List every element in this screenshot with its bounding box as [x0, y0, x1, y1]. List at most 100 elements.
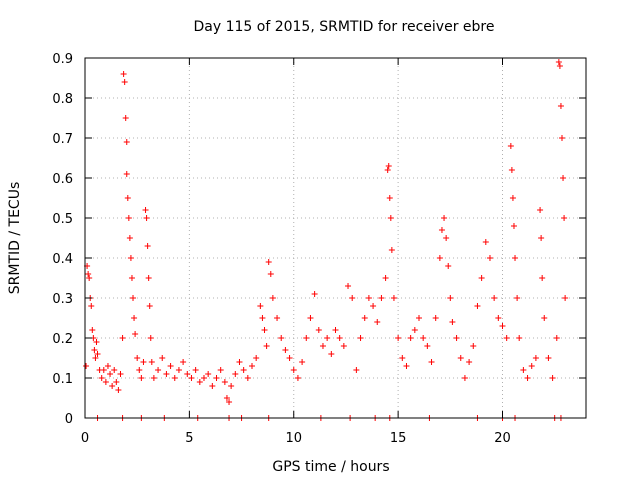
- data-point: [100, 367, 107, 373]
- data-point: [200, 375, 207, 381]
- data-point: [478, 275, 485, 281]
- data-point: [549, 375, 556, 381]
- data-point: [557, 103, 564, 109]
- data-point: [384, 167, 391, 173]
- chart-title: Day 115 of 2015, SRMTID for receiver ebr…: [194, 19, 495, 35]
- y-tick-label: 0.7: [52, 132, 73, 147]
- data-point: [232, 371, 239, 377]
- data-point: [134, 355, 141, 361]
- data-point: [290, 367, 297, 373]
- data-point: [163, 371, 170, 377]
- data-point: [184, 371, 191, 377]
- data-point: [145, 275, 152, 281]
- data-point: [267, 271, 274, 277]
- data-point: [388, 247, 395, 253]
- data-point: [353, 367, 360, 373]
- y-tick-label: 0.3: [52, 292, 73, 307]
- data-point: [374, 319, 381, 325]
- data-point: [482, 239, 489, 245]
- data-point: [123, 139, 130, 145]
- data-point: [274, 315, 281, 321]
- data-point: [278, 335, 285, 341]
- data-point: [98, 375, 105, 381]
- x-tick-labels: 0 5 10 15 20: [81, 431, 511, 446]
- y-tick-label: 0.2: [52, 332, 73, 347]
- x-axis-label: GPS time / hours: [272, 459, 389, 475]
- data-point: [124, 195, 131, 201]
- data-point: [532, 355, 539, 361]
- data-point: [249, 363, 255, 369]
- data-point: [83, 363, 90, 369]
- data-point: [94, 351, 101, 357]
- grid-lines: [85, 58, 586, 418]
- data-point: [150, 375, 157, 381]
- y-tick-label: 0: [65, 412, 73, 427]
- data-point: [123, 171, 130, 177]
- data-point: [508, 167, 515, 173]
- data-point: [121, 79, 128, 85]
- data-point: [445, 263, 452, 269]
- data-point: [562, 295, 569, 301]
- data-point: [146, 303, 153, 309]
- data-point: [125, 215, 132, 221]
- data-point: [470, 343, 477, 349]
- data-point: [556, 63, 563, 69]
- data-point: [263, 343, 270, 349]
- plot-frame: [84, 57, 587, 419]
- y-tick-label: 0.5: [52, 212, 73, 227]
- data-point: [386, 195, 393, 201]
- data-point: [545, 355, 552, 361]
- data-point: [104, 363, 111, 369]
- data-point: [196, 379, 203, 385]
- data-point: [159, 355, 166, 361]
- data-point: [236, 359, 243, 365]
- data-point: [510, 223, 517, 229]
- data-point: [217, 367, 224, 373]
- data-point: [128, 275, 135, 281]
- data-point: [486, 255, 493, 261]
- data-point: [102, 379, 109, 385]
- data-point: [180, 359, 187, 365]
- data-point: [259, 315, 266, 321]
- data-point: [390, 295, 397, 301]
- data-point: [171, 375, 178, 381]
- data-point: [303, 335, 310, 341]
- data-point: [428, 359, 435, 365]
- data-point: [499, 323, 506, 329]
- data-point: [524, 375, 531, 381]
- x-tick-label: 5: [185, 431, 193, 446]
- data-point: [474, 303, 481, 309]
- data-point: [307, 315, 314, 321]
- data-point: [403, 363, 410, 369]
- data-point: [514, 295, 521, 301]
- data-point: [340, 343, 347, 349]
- data-point: [209, 383, 216, 389]
- data-point: [148, 359, 155, 365]
- data-point: [126, 235, 133, 241]
- data-point: [345, 283, 352, 289]
- data-point: [167, 363, 174, 369]
- data-point: [453, 335, 460, 341]
- data-point: [553, 335, 560, 341]
- data-point: [244, 375, 251, 381]
- y-axis-label: SRMTID / TECUs: [7, 182, 23, 295]
- y-tick-label: 0.6: [52, 172, 73, 187]
- data-point: [399, 355, 406, 361]
- x-tick-label: 15: [390, 431, 407, 446]
- x-tick-label: 20: [494, 431, 511, 446]
- data-point: [336, 335, 343, 341]
- data-point: [561, 215, 568, 221]
- data-point: [175, 367, 182, 373]
- data-point: [111, 367, 118, 373]
- y-tick-label: 0.9: [52, 52, 73, 67]
- data-point: [503, 335, 510, 341]
- data-point: [461, 375, 468, 381]
- data-point: [365, 295, 372, 301]
- data-point: [520, 367, 527, 373]
- data-point: [253, 355, 260, 361]
- data-point: [541, 315, 548, 321]
- data-point: [411, 327, 418, 333]
- data-point: [91, 347, 98, 353]
- data-point: [107, 371, 114, 377]
- data-point: [449, 319, 456, 325]
